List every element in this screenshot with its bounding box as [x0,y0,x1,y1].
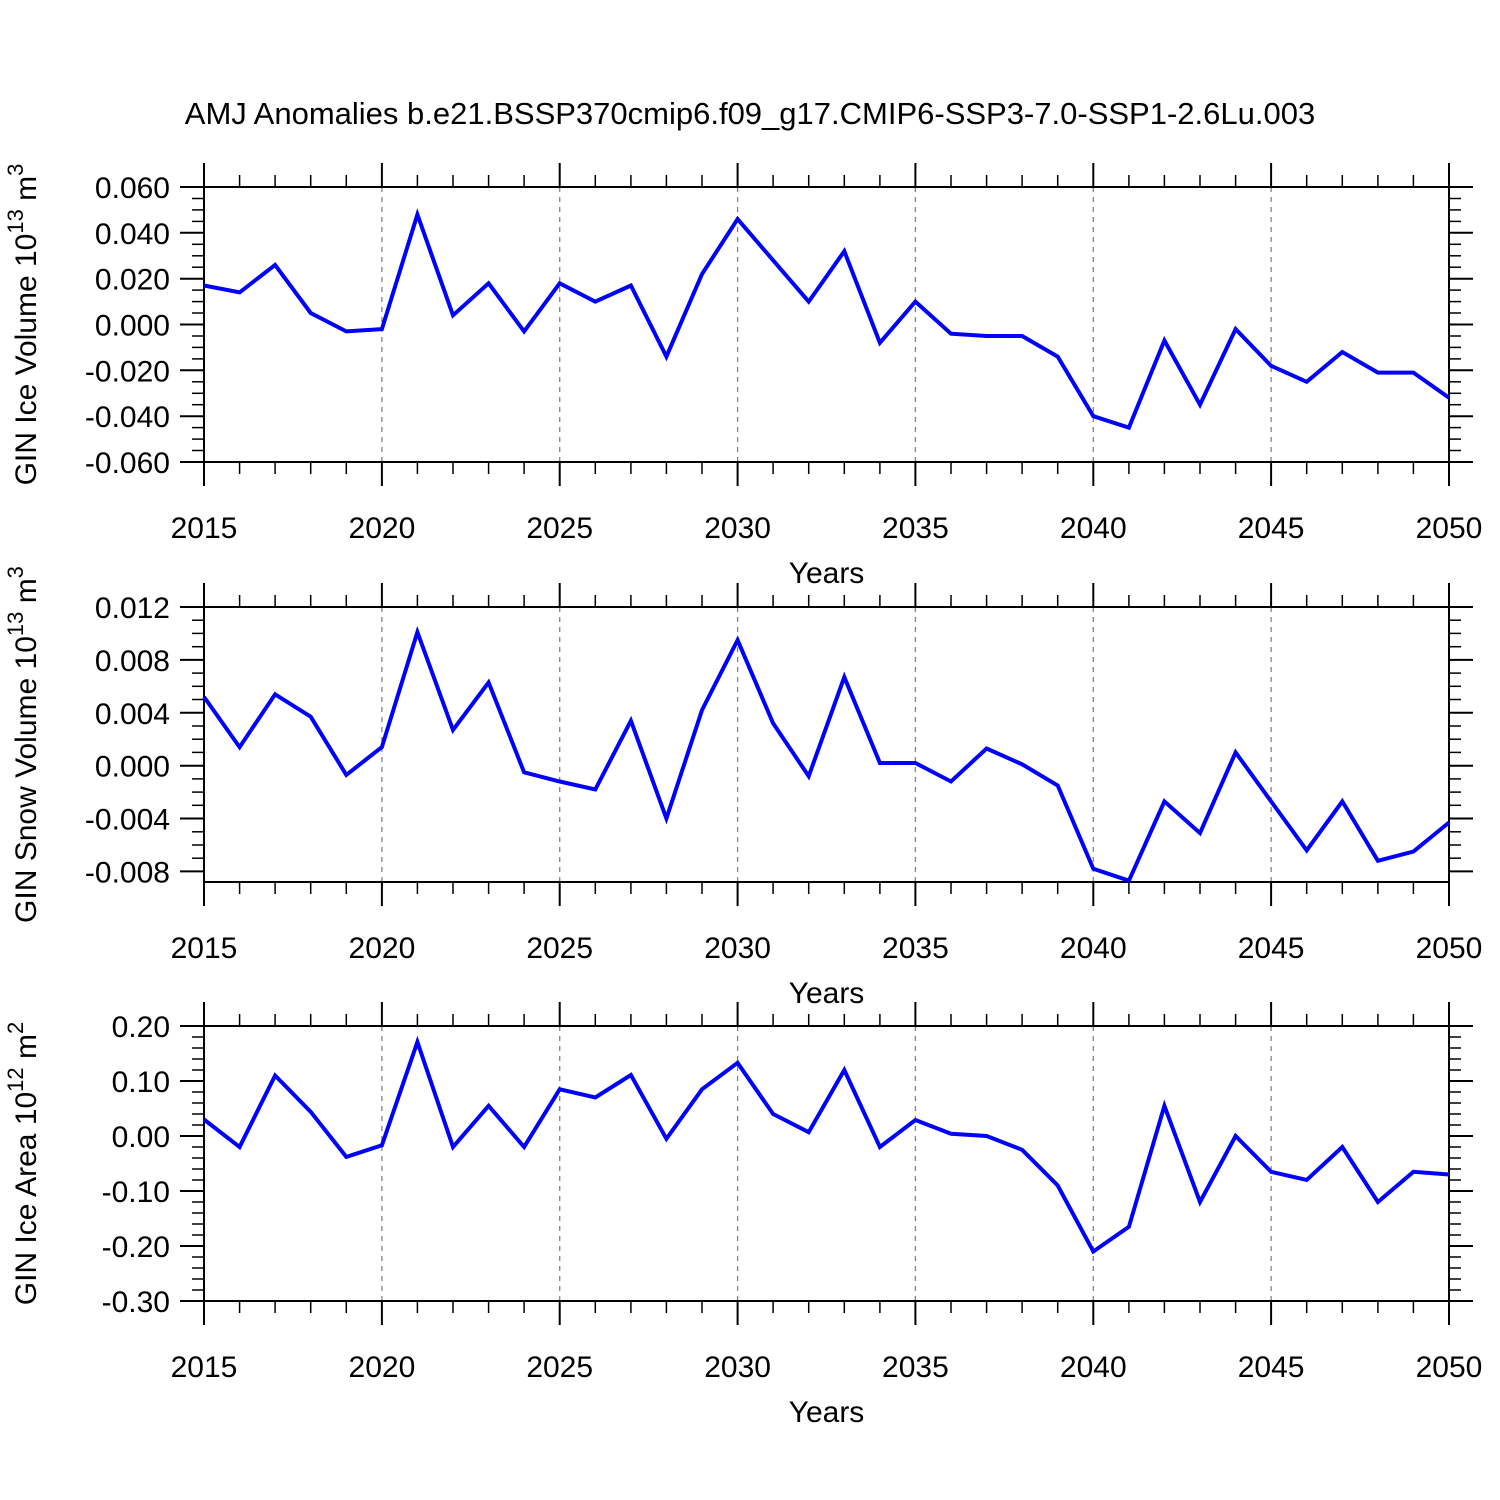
x-tick-label: 2020 [349,1351,416,1384]
chart-title: AMJ Anomalies b.e21.BSSP370cmip6.f09_g17… [184,96,1316,131]
y-tick-label: 0.00 [112,1121,170,1154]
y-tick-label: -0.020 [85,355,170,388]
y-tick-label: 0.040 [95,218,170,251]
panel-gin-snow-volume: 2015 2020 2025 2030 2035 2040 2045 2050 0.012 0.0… [3,566,1482,1010]
x-tick-label: 2050 [1416,932,1483,965]
x-tick-label: 2040 [1060,512,1127,545]
x-tick-label: 2045 [1238,932,1305,965]
panel-gin-ice-volume: 2015 2020 2025 2030 2035 2040 2045 2050 0.060 0.0… [3,163,1482,590]
y-tick-label: 0.000 [95,310,170,343]
plot-frame [203,606,1450,883]
x-tick-label: 2025 [526,932,593,965]
y-tick-label: 0.000 [95,751,170,784]
y-tick-label: 0.012 [95,592,170,625]
x-tick-label: 2035 [882,512,949,545]
x-tick-label: 2040 [1060,1351,1127,1384]
y-tick-label: -0.008 [85,856,170,889]
x-tick-label: 2025 [526,512,593,545]
data-line-gin-snow-volume [202,625,1451,884]
x-tick-label: 2045 [1238,512,1305,545]
x-tick-label: 2045 [1238,1351,1305,1384]
x-tick-label: 2030 [704,1351,771,1384]
x-tick-label: 2025 [526,1351,593,1384]
y-tick-label: 0.008 [95,645,170,678]
y-tick-label: 0.060 [95,172,170,205]
x-tick-label: 2020 [349,932,416,965]
plot-frame [203,1025,1450,1302]
y-tick-label: -0.040 [85,401,170,434]
plot-frame [203,186,1450,463]
y-tick-label: -0.004 [85,804,170,837]
y-axis-title: GIN Ice Area 1012 m2 [3,1022,43,1306]
x-tick-label: 2040 [1060,932,1127,965]
x-axis-title: Years [789,1396,865,1429]
x-tick-label: 2030 [704,932,771,965]
y-axis-title: GIN Snow Volume 1013 m3 [3,566,43,923]
x-tick-label: 2015 [171,512,238,545]
y-tick-label: 0.10 [112,1066,170,1099]
x-tick-label: 2050 [1416,512,1483,545]
data-line-gin-ice-volume [203,208,1451,431]
panel-gin-ice-area: 2015 2020 2025 2030 2035 2040 2045 2050 0.20 0.10… [3,1002,1482,1429]
x-tick-label: 2015 [171,932,238,965]
y-tick-label: 0.020 [95,264,170,297]
y-tick-label: -0.20 [102,1231,170,1264]
y-tick-label: -0.10 [102,1176,170,1209]
x-tick-label: 2030 [704,512,771,545]
y-tick-label: 0.20 [112,1011,170,1044]
data-line-gin-ice-area [202,1035,1450,1255]
x-axis-title: Years [789,977,865,1010]
x-axis-title: Years [789,557,865,590]
x-tick-label: 2035 [882,1351,949,1384]
y-tick-label: -0.30 [102,1286,170,1319]
x-tick-label: 2035 [882,932,949,965]
x-tick-label: 2050 [1416,1351,1483,1384]
x-tick-label: 2020 [349,512,416,545]
y-tick-label: -0.060 [85,447,170,480]
x-tick-label: 2015 [171,1351,238,1384]
y-axis-title: GIN Ice Volume 1013 m3 [3,164,43,486]
y-tick-label: 0.004 [95,698,170,731]
